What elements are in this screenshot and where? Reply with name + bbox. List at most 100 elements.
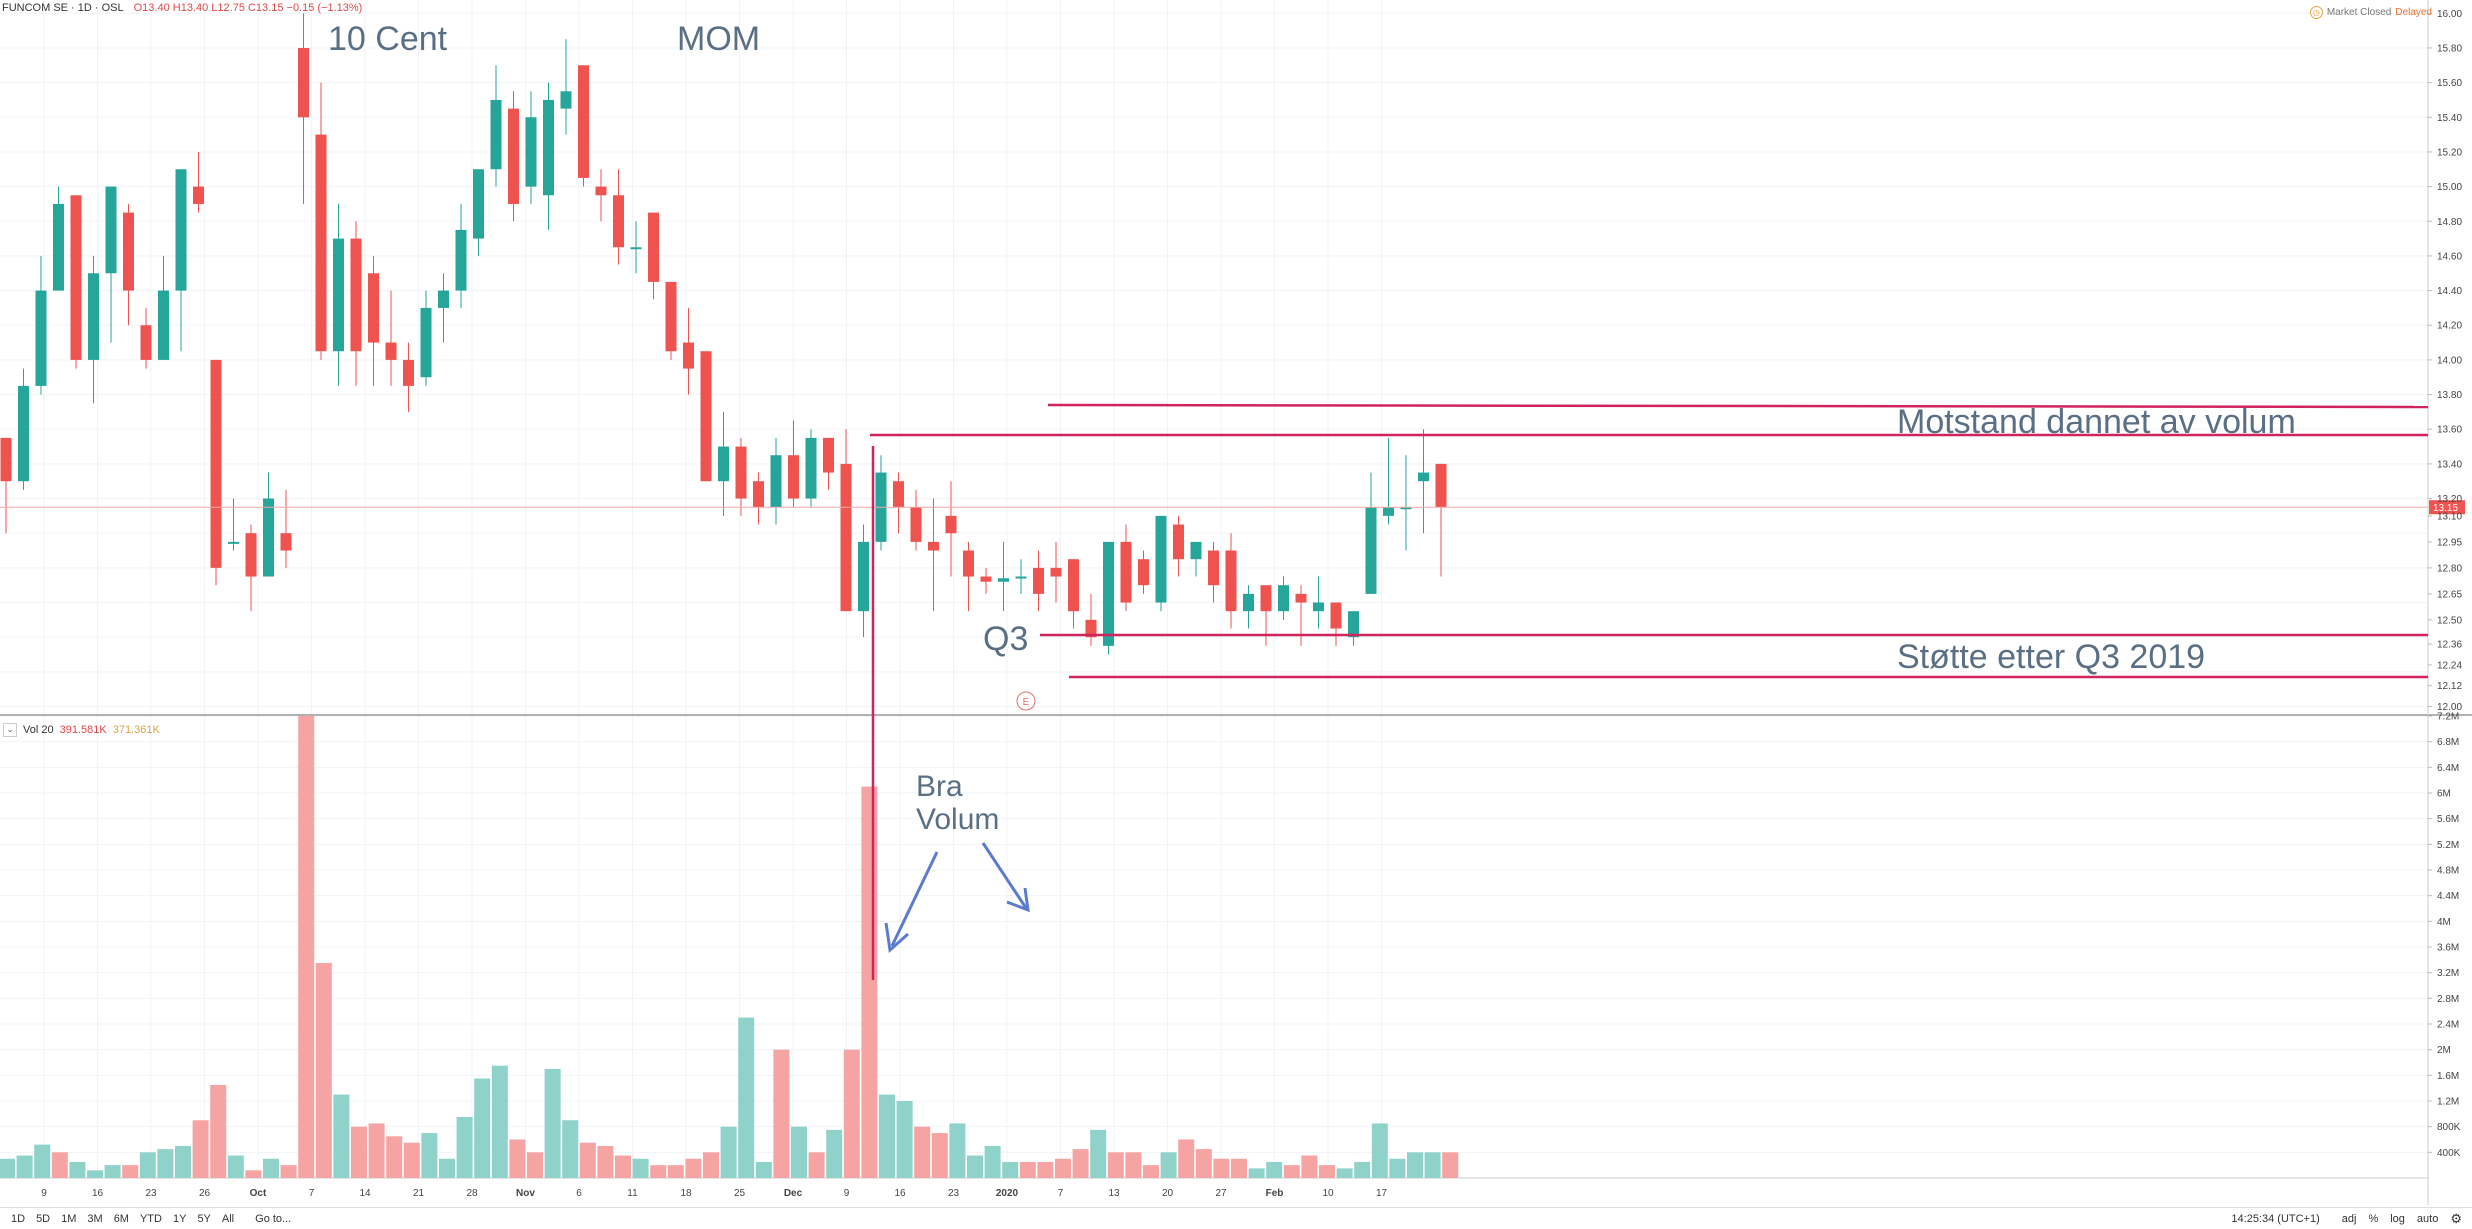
volume-bar — [1019, 1161, 1036, 1178]
candle-body — [1383, 507, 1394, 516]
volume-bar — [456, 1117, 473, 1178]
volume-bar — [1125, 1152, 1142, 1178]
candle-body — [455, 229, 467, 291]
time-tick-label: 18 — [680, 1188, 692, 1199]
price-tick-label: 14.00 — [2437, 355, 2462, 366]
time-tick-label: 21 — [413, 1188, 425, 1199]
candle-body — [1068, 559, 1079, 612]
arrow-left-head — [884, 922, 909, 953]
last-price-tag-label: 13.15 — [2433, 503, 2458, 514]
goto-button[interactable]: Go to... — [255, 1213, 292, 1225]
price-tick-label: 14.80 — [2437, 217, 2462, 228]
volume-bar — [1442, 1152, 1459, 1178]
log-toggle[interactable]: log — [2390, 1213, 2405, 1225]
grid-lines — [0, 0, 2428, 1178]
volume-bar — [34, 1144, 51, 1178]
volume-bar — [1319, 1165, 1335, 1178]
time-tick-label: 16 — [92, 1188, 104, 1199]
volume-bar — [1371, 1123, 1388, 1178]
volume-bar — [615, 1155, 631, 1178]
candle-body — [1173, 524, 1184, 560]
candle-body — [1208, 550, 1219, 586]
candle-body — [1260, 585, 1272, 612]
volume-bar — [439, 1158, 455, 1178]
volume-value-2: 371.361K — [112, 724, 160, 736]
candle-body — [998, 578, 1009, 582]
adj-toggle[interactable]: adj — [2341, 1213, 2357, 1225]
auto-toggle[interactable]: auto — [2416, 1213, 2439, 1225]
arrow-right-head — [1006, 887, 1030, 913]
candle-body — [473, 169, 484, 239]
range-ytd-button[interactable]: YTD — [139, 1213, 162, 1225]
price-tick-label: 13.60 — [2437, 425, 2462, 436]
volume-bar — [386, 1136, 403, 1178]
percent-toggle[interactable]: % — [2368, 1213, 2379, 1225]
symbol-label[interactable]: FUNCOM SE · 1D · OSL — [2, 2, 124, 14]
range-5d-button[interactable]: 5D — [36, 1213, 51, 1225]
range-all-button[interactable]: All — [221, 1213, 235, 1225]
annotation-motstand: Motstand dannet av volum — [1897, 403, 2296, 441]
volume-tick-label: 6.4M — [2437, 763, 2459, 774]
volume-bar — [685, 1158, 702, 1178]
volume-tick-label: 6.8M — [2437, 737, 2459, 748]
time-tick-label: Nov — [516, 1188, 535, 1199]
time-tick-label: 20 — [1162, 1188, 1174, 1199]
candle-body — [613, 195, 624, 248]
volume-bar — [896, 1101, 913, 1178]
volume-bar — [632, 1158, 649, 1178]
volume-tick-label: 5.6M — [2437, 814, 2459, 825]
price-tick-label: 13.40 — [2437, 459, 2462, 470]
volume-bar — [245, 1170, 262, 1178]
candle-body — [123, 212, 134, 291]
earnings-marker-label: E — [1023, 697, 1030, 708]
range-1d-button[interactable]: 1D — [11, 1213, 26, 1225]
volume-bar — [703, 1152, 719, 1178]
volume-bar — [87, 1170, 103, 1178]
price-tick-label: 14.60 — [2437, 251, 2462, 262]
candle-body — [228, 541, 239, 544]
volume-bar — [139, 1152, 156, 1178]
volume-bar — [773, 1049, 790, 1178]
candle-body — [1138, 559, 1149, 586]
volume-bar — [562, 1120, 579, 1178]
volume-tick-label: 4M — [2437, 917, 2451, 928]
range-3m-button[interactable]: 3M — [87, 1213, 103, 1225]
resistance-line-top — [1047, 403, 2429, 409]
candle-body — [263, 498, 274, 577]
price-tick-label: 12.24 — [2437, 660, 2462, 671]
range-5y-button[interactable]: 5Y — [197, 1213, 211, 1225]
time-tick-label: 6 — [576, 1188, 582, 1199]
chevron-down-icon[interactable]: ⌄ — [3, 723, 17, 737]
symbol-legend: FUNCOM SE · 1D · OSL O13.40 H13.40 L12.7… — [2, 2, 362, 14]
candle-body — [1365, 507, 1377, 594]
volume-tick-label: 4.4M — [2437, 891, 2459, 902]
volume-bar — [1037, 1161, 1054, 1178]
candle-body — [1330, 602, 1342, 629]
candle-body — [175, 169, 187, 291]
volume-tick-label: 400K — [2437, 1148, 2461, 1159]
gear-icon[interactable]: ⚙ — [2450, 1211, 2462, 1226]
candle-body — [1015, 576, 1027, 579]
candle-body — [403, 359, 414, 386]
time-tick-label: Feb — [1266, 1188, 1284, 1199]
price-tick-label: 15.00 — [2437, 182, 2462, 193]
time-tick-label: 25 — [734, 1188, 746, 1199]
volume-bar — [544, 1068, 561, 1178]
volume-bar — [333, 1094, 350, 1178]
range-6m-button[interactable]: 6M — [113, 1213, 129, 1225]
volume-bar — [315, 963, 332, 1178]
candle-body — [1085, 619, 1097, 638]
volume-value-1: 391.581K — [59, 724, 107, 736]
clock-time[interactable]: 14:25:34 (UTC+1) — [2231, 1213, 2320, 1225]
volume-bar — [491, 1065, 508, 1178]
arrow-right-shaft — [981, 842, 1028, 909]
price-tick-label: 13.10 — [2437, 511, 2462, 522]
candle-body — [1243, 593, 1254, 612]
candle-body — [753, 481, 764, 508]
annotation-stotte: Støtte etter Q3 2019 — [1897, 638, 2205, 676]
candle-body — [1050, 567, 1062, 577]
time-tick-label: 2020 — [996, 1188, 1019, 1199]
range-1m-button[interactable]: 1M — [61, 1213, 77, 1225]
time-tick-label: 7 — [309, 1188, 315, 1199]
range-1y-button[interactable]: 1Y — [172, 1213, 187, 1225]
